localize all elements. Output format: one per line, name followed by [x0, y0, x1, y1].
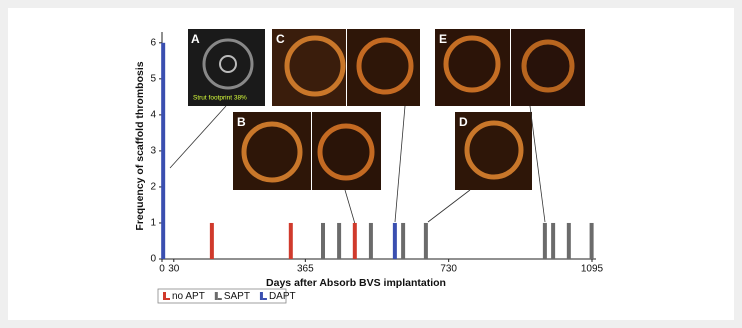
annotation: A [191, 32, 200, 46]
bar [542, 222, 547, 259]
bar [551, 222, 556, 259]
y-tick-label: 1 [150, 218, 156, 229]
legend-swatch [214, 292, 218, 300]
annotation: E [439, 32, 447, 46]
arrow-d [427, 189, 471, 223]
x-tick-label: 0 [159, 264, 165, 275]
legend-swatch [259, 292, 263, 300]
legend-swatch-base [262, 298, 267, 300]
x-tick-label: 30 [168, 264, 180, 275]
legend-swatch-base [166, 298, 170, 300]
bar [392, 222, 397, 259]
annotation: Strut footprint 38% [193, 95, 247, 102]
legend-label: SAPT [224, 291, 250, 302]
y-tick-label: 5 [150, 73, 156, 84]
bar [566, 222, 571, 259]
image-c-left-vessel [284, 35, 346, 97]
annotation: D [459, 115, 468, 129]
image-a-catheter [219, 55, 237, 73]
annotation: B [237, 115, 246, 129]
bar [589, 222, 594, 259]
y-tick-label: 6 [150, 37, 156, 48]
arrows [169, 105, 546, 225]
bar [288, 222, 293, 259]
bar [161, 42, 166, 259]
y-axis-title: Frequency of scaffold thrombosis [134, 61, 146, 230]
legend-label: DAPT [269, 291, 296, 302]
y-tick-label: 4 [150, 110, 156, 121]
bar [209, 222, 214, 259]
legend-box [157, 288, 287, 304]
bar [401, 222, 406, 259]
bar [352, 222, 357, 259]
x-tick-label: 730 [440, 264, 457, 275]
bar [321, 222, 326, 259]
y-tick-label: 3 [150, 146, 156, 157]
arrow-c [394, 105, 406, 223]
annotation: C [276, 32, 285, 46]
y-tick-label: 0 [150, 254, 156, 265]
x-axis-title: Days after Absorb BVS implantation [266, 277, 446, 289]
image-b-left-vessel [241, 121, 303, 183]
image-d-vessel [464, 120, 524, 180]
arrow-b [344, 189, 356, 225]
image-e-right-vessel [521, 39, 575, 93]
y-tick-label: 2 [150, 182, 156, 193]
arrow-e [529, 105, 546, 223]
x-tick-label: 365 [297, 264, 314, 275]
image-a-vessel [202, 38, 254, 90]
bar [337, 222, 342, 259]
bar [368, 222, 373, 259]
legend-swatch [163, 292, 166, 300]
x-tick-label: 1095 [581, 264, 604, 275]
legend-swatch-base [217, 298, 222, 300]
arrow-a [169, 105, 227, 169]
image-e-left-vessel [443, 35, 501, 93]
image-b-right-vessel [317, 123, 375, 181]
image-c-right-vessel [356, 37, 414, 95]
bar [423, 222, 428, 259]
legend-label: no APT [172, 291, 205, 302]
oct-images [188, 29, 585, 190]
